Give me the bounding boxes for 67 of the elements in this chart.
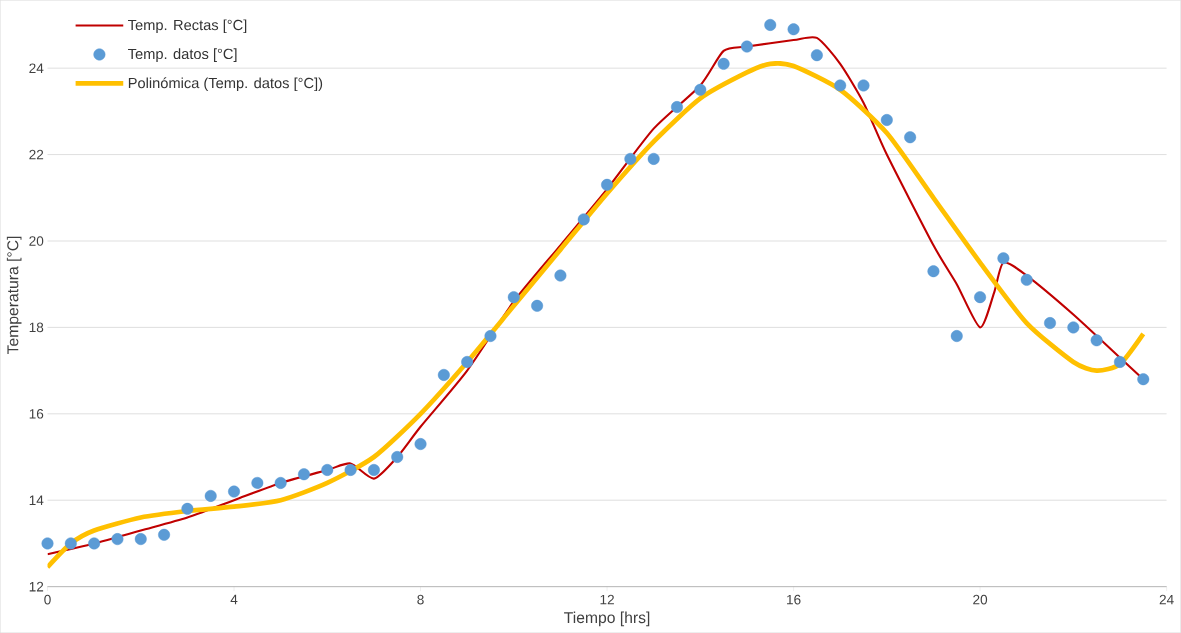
point xyxy=(764,18,777,31)
point xyxy=(787,23,800,36)
y-tick-label: 18 xyxy=(29,322,44,333)
point xyxy=(111,533,124,546)
point xyxy=(298,468,310,481)
point xyxy=(717,57,730,70)
y-axis-title: Temperatura [°C] xyxy=(6,236,22,355)
point xyxy=(974,291,987,304)
x-tick-label: 24 xyxy=(1159,594,1174,605)
legend-label: Temp. datos [°C] xyxy=(128,48,237,62)
point xyxy=(321,463,334,476)
point xyxy=(1090,334,1103,347)
point xyxy=(391,451,404,463)
point xyxy=(624,152,637,165)
point xyxy=(834,79,847,92)
point xyxy=(810,49,823,62)
point xyxy=(228,485,240,498)
y-tick-label: 16 xyxy=(29,408,44,419)
point xyxy=(41,537,54,550)
point xyxy=(251,476,264,489)
y-tick-label: 12 xyxy=(29,581,44,592)
point xyxy=(601,178,614,191)
point xyxy=(997,252,1010,265)
point xyxy=(927,265,940,278)
point xyxy=(1113,355,1126,368)
point xyxy=(904,131,917,144)
point xyxy=(88,537,101,550)
y-tick-label: 22 xyxy=(29,149,44,160)
point xyxy=(484,330,497,342)
point xyxy=(507,291,520,304)
point xyxy=(274,476,287,489)
x-tick-label: 0 xyxy=(44,594,51,605)
point xyxy=(134,533,147,546)
point xyxy=(461,355,474,368)
point xyxy=(671,101,683,113)
point xyxy=(880,114,893,126)
point xyxy=(158,528,171,541)
x-tick-label: 16 xyxy=(787,594,801,605)
legend-label: Polinómica (Temp. datos [°C]) xyxy=(128,77,323,92)
point xyxy=(531,299,544,312)
x-tick-label: 20 xyxy=(973,594,988,605)
y-tick-label: 24 xyxy=(29,63,44,73)
point xyxy=(740,40,753,53)
x-tick-label: 4 xyxy=(230,594,238,605)
point xyxy=(437,368,450,381)
point xyxy=(64,537,77,550)
point xyxy=(554,269,567,282)
x-tick-label: 12 xyxy=(600,594,614,605)
y-tick-label: 20 xyxy=(29,236,44,246)
y-tick-label: 14 xyxy=(29,495,44,505)
x-tick-label: 8 xyxy=(417,594,424,605)
point xyxy=(950,330,963,342)
point xyxy=(694,83,707,96)
point xyxy=(1044,317,1056,329)
x-axis-title: Tiempo [hrs] xyxy=(564,611,650,627)
point xyxy=(647,152,660,165)
point xyxy=(1020,273,1033,286)
point xyxy=(1067,321,1080,334)
point xyxy=(367,463,380,476)
point xyxy=(857,79,870,92)
point xyxy=(577,213,590,226)
point xyxy=(344,463,357,476)
point xyxy=(1137,373,1150,386)
point xyxy=(181,502,194,515)
point xyxy=(204,489,217,502)
point xyxy=(414,438,427,450)
legend-label: Temp. Rectas [°C] xyxy=(128,19,247,34)
